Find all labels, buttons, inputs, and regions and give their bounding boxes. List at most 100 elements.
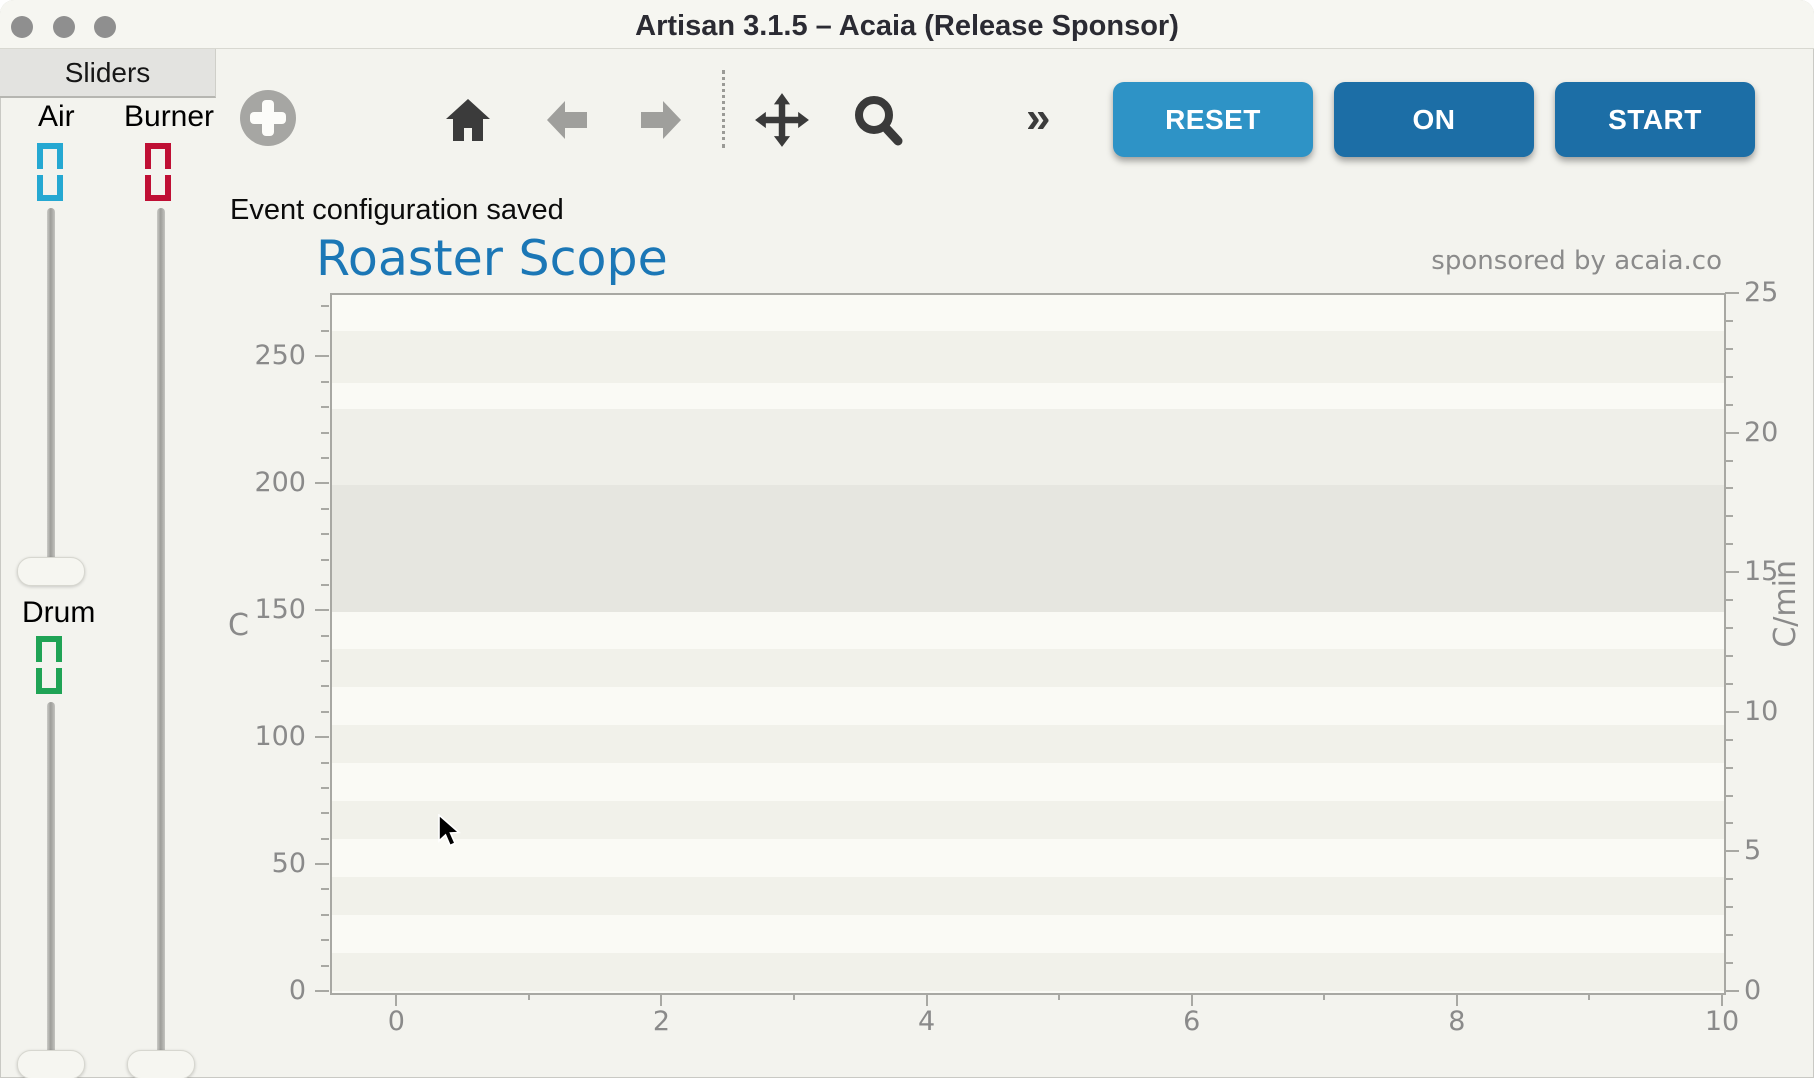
- right-axis-tick: [1725, 794, 1733, 797]
- left-axis-tick: [315, 482, 329, 485]
- x-axis-tick: [1588, 993, 1591, 1000]
- close-window-icon[interactable]: [11, 16, 33, 38]
- plot-band: [332, 485, 1724, 613]
- x-axis-tick-label: 6: [1183, 1006, 1201, 1037]
- right-axis-tick-label: 15: [1744, 556, 1779, 588]
- status-message: Event configuration saved: [230, 194, 564, 226]
- x-axis-tick: [1721, 993, 1723, 1006]
- left-axis-tick-label: 250: [254, 340, 306, 372]
- left-axis-tick: [315, 736, 329, 739]
- left-axis-tick: [321, 888, 329, 891]
- toolbar-more-chevron[interactable]: »: [1026, 93, 1051, 142]
- plot-area[interactable]: [330, 293, 1726, 995]
- drum-slider-label: Drum: [22, 596, 96, 629]
- right-axis-tick: [1725, 599, 1733, 602]
- left-axis-tick: [321, 964, 329, 967]
- right-axis-tick-label: 0: [1744, 975, 1762, 1006]
- right-axis-tick: [1725, 906, 1733, 909]
- home-icon[interactable]: [444, 96, 492, 144]
- left-axis-tick-label: 0: [288, 975, 306, 1006]
- left-axis-tick: [321, 456, 329, 459]
- right-axis-tick: [1725, 571, 1739, 574]
- start-button[interactable]: START: [1555, 82, 1755, 157]
- right-axis-tick: [1725, 403, 1733, 406]
- left-axis-label: C: [228, 608, 249, 643]
- window-title: Artisan 3.1.5 – Acaia (Release Sponsor): [635, 10, 1179, 42]
- burner-slider-track[interactable]: [157, 208, 165, 1066]
- reset-button[interactable]: RESET: [1113, 82, 1313, 157]
- left-axis-tick: [321, 660, 329, 663]
- right-axis-tick: [1725, 738, 1733, 741]
- on-button[interactable]: ON: [1334, 82, 1534, 157]
- burner-value-display: [145, 143, 171, 201]
- right-axis-tick: [1725, 990, 1739, 992]
- right-axis-tick: [1725, 878, 1733, 881]
- drum-slider-track[interactable]: [47, 702, 55, 1066]
- plot-background-stripes: [332, 295, 1724, 993]
- air-slider-track[interactable]: [47, 208, 55, 586]
- back-arrow-icon[interactable]: [544, 98, 590, 142]
- air-value-display: [37, 143, 63, 201]
- right-axis-tick-label: 10: [1744, 695, 1779, 727]
- mouse-cursor: [437, 813, 463, 853]
- zoom-window-icon[interactable]: [94, 16, 116, 38]
- add-circle-icon[interactable]: [239, 89, 297, 147]
- zoom-magnifier-icon[interactable]: [852, 94, 904, 146]
- x-axis-tick: [395, 993, 398, 1006]
- right-axis-tick: [1725, 375, 1733, 378]
- left-axis-tick: [321, 431, 329, 434]
- left-axis-tick: [321, 786, 329, 789]
- right-axis-tick: [1725, 850, 1739, 853]
- right-axis-tick: [1725, 543, 1733, 546]
- right-axis-tick: [1725, 459, 1733, 462]
- right-axis-tick: [1725, 682, 1733, 685]
- right-axis-tick: [1725, 627, 1733, 630]
- title-bar: Artisan 3.1.5 – Acaia (Release Sponsor): [0, 0, 1814, 49]
- left-axis-tick: [321, 837, 329, 840]
- left-axis-tick: [315, 990, 329, 992]
- left-axis-tick: [321, 583, 329, 586]
- drum-value-display: [36, 636, 62, 694]
- x-axis-tick: [1323, 993, 1326, 1000]
- left-axis-tick-label: 150: [254, 594, 306, 626]
- x-axis-tick: [527, 993, 530, 1000]
- x-axis-tick-label: 8: [1448, 1006, 1466, 1037]
- plot-band: [332, 409, 1724, 486]
- sliders-panel-title: Sliders: [64, 57, 151, 88]
- forward-arrow-icon[interactable]: [638, 98, 684, 142]
- right-axis-tick: [1725, 766, 1733, 769]
- chart-title: Roaster Scope: [316, 230, 668, 287]
- pan-move-icon[interactable]: [754, 92, 810, 148]
- left-axis-tick: [321, 812, 329, 815]
- right-axis-tick-label: 25: [1744, 277, 1779, 308]
- right-axis-tick: [1725, 515, 1733, 518]
- drum-slider-handle[interactable]: [17, 1050, 85, 1078]
- right-axis-tick: [1725, 654, 1733, 657]
- left-axis-tick: [321, 406, 329, 409]
- left-axis-tick: [321, 761, 329, 764]
- air-slider-handle[interactable]: [17, 557, 85, 586]
- left-axis-tick: [321, 507, 329, 510]
- toolbar-separator: [722, 70, 725, 148]
- x-axis-tick: [1455, 993, 1458, 1006]
- sliders-panel-header[interactable]: Sliders: [0, 49, 216, 98]
- x-axis-tick: [793, 993, 795, 1000]
- x-axis-tick-label: 2: [652, 1006, 671, 1037]
- left-axis-tick: [321, 634, 329, 637]
- left-axis-tick: [321, 304, 329, 307]
- right-axis-tick: [1725, 431, 1739, 434]
- x-axis-tick-label: 0: [387, 1006, 405, 1037]
- x-axis-tick: [1190, 993, 1193, 1006]
- left-axis-tick: [321, 533, 329, 536]
- right-axis-tick-label: 5: [1744, 835, 1762, 867]
- minimize-window-icon[interactable]: [53, 16, 75, 38]
- x-axis-tick: [925, 993, 928, 1006]
- left-axis-tick: [321, 710, 329, 713]
- right-axis-tick: [1725, 319, 1733, 322]
- left-axis-tick-label: 200: [254, 467, 306, 499]
- burner-slider-handle[interactable]: [127, 1050, 195, 1078]
- left-axis-tick: [321, 939, 329, 942]
- right-axis-tick: [1725, 822, 1733, 825]
- air-slider-label: Air: [38, 100, 75, 133]
